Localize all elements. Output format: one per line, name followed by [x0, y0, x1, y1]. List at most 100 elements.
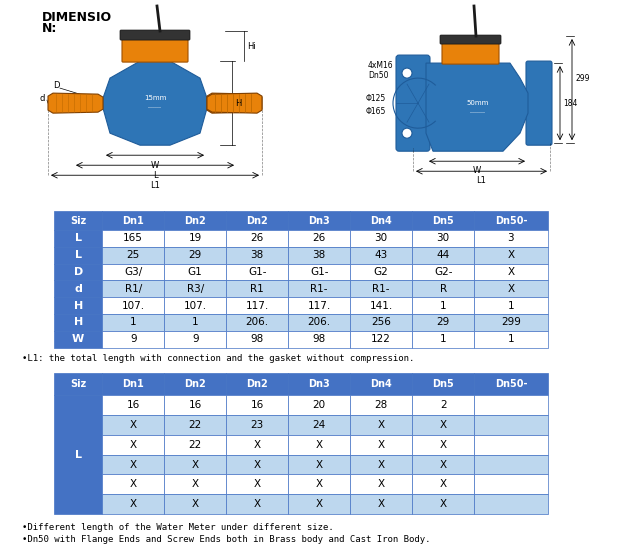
Text: 165: 165 [123, 234, 143, 244]
Text: X: X [316, 479, 323, 489]
Text: 9: 9 [192, 334, 199, 344]
Text: G1-: G1- [310, 267, 328, 277]
Text: 117.: 117. [245, 301, 269, 311]
Text: D: D [54, 81, 60, 90]
Text: X: X [440, 459, 447, 469]
Text: 1: 1 [440, 301, 447, 311]
Text: 2: 2 [440, 400, 447, 410]
Text: R1-: R1- [311, 284, 328, 294]
Text: 30: 30 [374, 234, 388, 244]
Text: Dn50-: Dn50- [495, 379, 527, 389]
Text: X: X [378, 440, 385, 450]
Text: L: L [75, 450, 82, 460]
Text: DIMENSIO: DIMENSIO [42, 11, 112, 24]
Text: L: L [153, 171, 157, 180]
Text: 107.: 107. [183, 301, 207, 311]
Text: 98: 98 [312, 334, 326, 344]
Text: 38: 38 [312, 250, 326, 260]
FancyBboxPatch shape [120, 30, 190, 40]
FancyBboxPatch shape [440, 35, 501, 44]
FancyBboxPatch shape [122, 38, 188, 62]
Text: G1: G1 [188, 267, 203, 277]
Text: X: X [507, 250, 514, 260]
Text: X: X [130, 420, 137, 430]
Text: X: X [130, 499, 137, 509]
Text: X: X [378, 499, 385, 509]
Text: d: d [74, 284, 82, 294]
Text: Dn3: Dn3 [308, 379, 330, 389]
Text: X: X [378, 459, 385, 469]
FancyBboxPatch shape [442, 42, 499, 64]
Text: X: X [378, 420, 385, 430]
Text: Dn2: Dn2 [246, 216, 268, 226]
Text: G2: G2 [374, 267, 389, 277]
Text: Dn3: Dn3 [308, 216, 330, 226]
FancyBboxPatch shape [396, 55, 430, 151]
Text: Dn1: Dn1 [122, 216, 144, 226]
Text: G3/: G3/ [124, 267, 142, 277]
Text: Dn2: Dn2 [246, 379, 268, 389]
Polygon shape [426, 63, 528, 151]
Text: Dn2: Dn2 [184, 216, 206, 226]
Text: 98: 98 [250, 334, 264, 344]
Text: 122: 122 [371, 334, 391, 344]
Text: 256: 256 [371, 317, 391, 327]
Text: Dn2: Dn2 [184, 379, 206, 389]
Text: L1: L1 [476, 176, 486, 185]
Text: Hi: Hi [247, 42, 256, 51]
Text: Dn4: Dn4 [370, 379, 392, 389]
Text: X: X [316, 440, 323, 450]
Text: Φ125: Φ125 [366, 93, 386, 103]
Text: X: X [440, 479, 447, 489]
FancyBboxPatch shape [526, 61, 552, 145]
Text: D: D [73, 267, 83, 277]
Text: 26: 26 [250, 234, 264, 244]
Text: 38: 38 [250, 250, 264, 260]
Text: X: X [130, 440, 137, 450]
Text: R3/: R3/ [187, 284, 204, 294]
Text: X: X [254, 499, 261, 509]
Text: H: H [73, 301, 83, 311]
Text: G2-: G2- [434, 267, 452, 277]
Polygon shape [207, 93, 262, 113]
Text: 117.: 117. [307, 301, 331, 311]
Text: X: X [254, 440, 261, 450]
Text: 1: 1 [192, 317, 199, 327]
Text: X: X [378, 479, 385, 489]
Text: N:: N: [42, 22, 58, 35]
Text: X: X [192, 459, 199, 469]
Text: Dn50: Dn50 [368, 71, 389, 80]
Polygon shape [48, 93, 103, 113]
Text: Dn5: Dn5 [432, 216, 454, 226]
Text: 15mm: 15mm [144, 95, 166, 101]
Text: 19: 19 [189, 234, 202, 244]
Text: X: X [316, 499, 323, 509]
Text: X: X [440, 440, 447, 450]
Text: 206.: 206. [307, 317, 331, 327]
Text: 299: 299 [501, 317, 521, 327]
Text: d: d [40, 93, 45, 103]
Text: W: W [72, 334, 84, 344]
Text: 1: 1 [440, 334, 447, 344]
Text: 16: 16 [127, 400, 140, 410]
Text: •L1: the total length with connection and the gasket without compression.: •L1: the total length with connection an… [22, 354, 415, 363]
Text: 24: 24 [312, 420, 326, 430]
Text: 44: 44 [436, 250, 450, 260]
Circle shape [402, 128, 412, 138]
Text: 184: 184 [563, 98, 578, 108]
Text: 50mm: 50mm [467, 100, 489, 106]
Text: 25: 25 [127, 250, 140, 260]
Text: 4xM16: 4xM16 [368, 61, 394, 70]
Text: Dn1: Dn1 [122, 379, 144, 389]
Text: R1/: R1/ [125, 284, 142, 294]
Text: H: H [235, 98, 242, 108]
Text: Dn5: Dn5 [432, 379, 454, 389]
Circle shape [402, 68, 412, 78]
Text: W: W [473, 166, 481, 175]
Text: 16: 16 [250, 400, 264, 410]
Text: -------: ------- [148, 106, 162, 111]
Text: X: X [507, 284, 514, 294]
Text: •Dn50 with Flange Ends and Screw Ends both in Brass body and Cast Iron Body.: •Dn50 with Flange Ends and Screw Ends bo… [22, 535, 431, 544]
Text: 141.: 141. [369, 301, 393, 311]
Text: 22: 22 [189, 420, 202, 430]
